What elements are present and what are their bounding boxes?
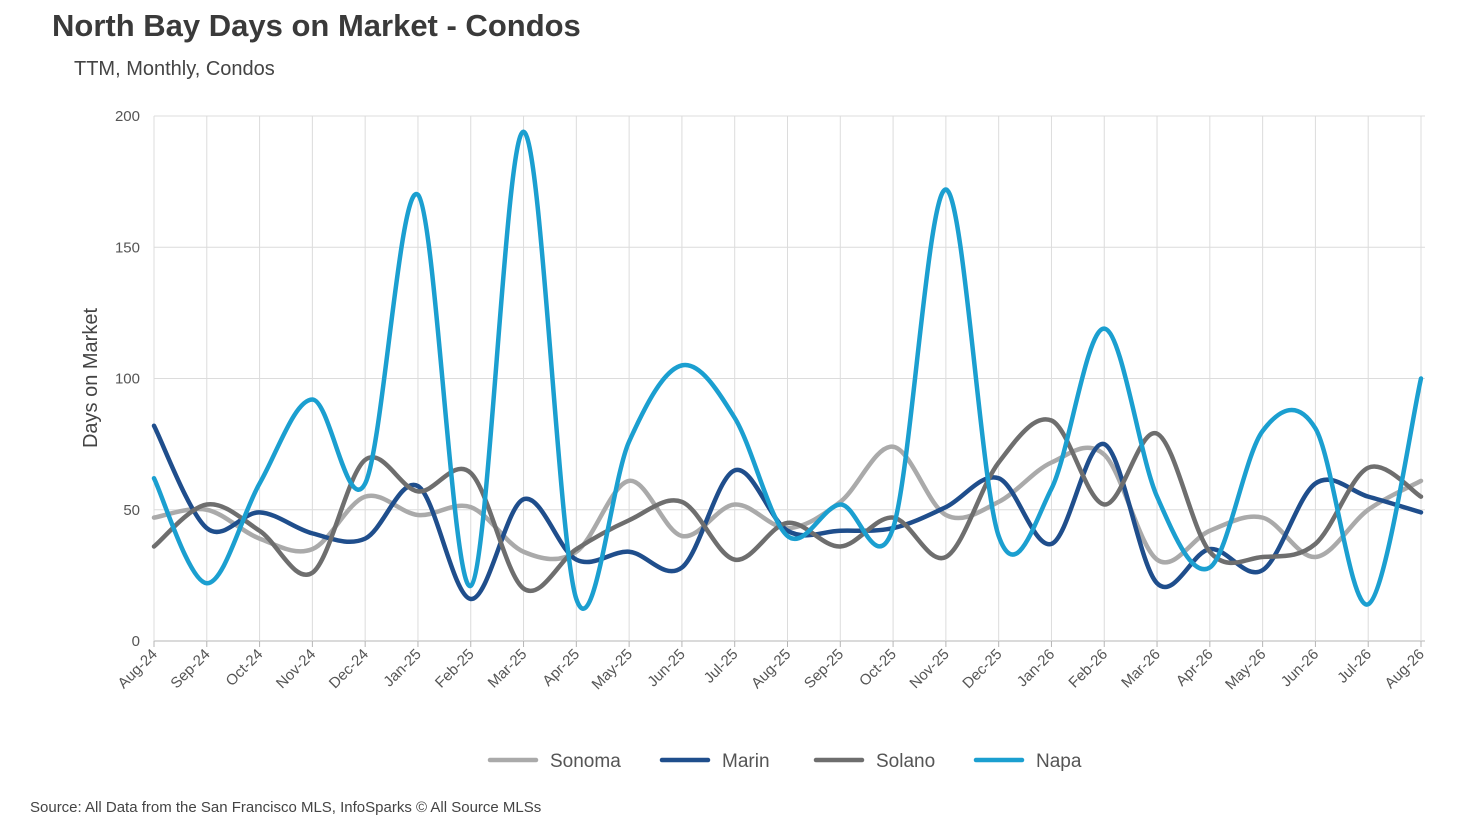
y-axis-label: Days on Market	[80, 308, 102, 448]
x-tick-label: Feb-25	[432, 646, 478, 692]
x-tick-label: Jun-26	[1278, 646, 1322, 690]
x-tick-label: Jul-25	[701, 646, 742, 687]
x-tick-label: Nov-25	[906, 646, 952, 692]
legend-label-marin: Marin	[722, 751, 770, 772]
y-tick-label: 100	[115, 371, 140, 388]
source-note: Source: All Data from the San Francisco …	[30, 799, 542, 816]
legend-label-sonoma: Sonoma	[550, 751, 621, 772]
legend: Sonoma Marin Solano Napa	[487, 751, 1082, 772]
y-tick-label: 50	[123, 502, 140, 519]
series-line-solano	[151, 417, 1424, 594]
x-tick-label: Mar-26	[1118, 646, 1164, 692]
grid-lines	[153, 115, 1425, 647]
x-tick-label: Apr-26	[1173, 646, 1217, 690]
x-tick-label: Aug-26	[1382, 646, 1428, 692]
y-tick-label: 200	[115, 108, 140, 125]
legend-label-solano: Solano	[876, 751, 935, 772]
x-tick-label: Dec-25	[959, 646, 1005, 692]
x-tick-label: Mar-25	[485, 646, 531, 692]
x-tick-label: Dec-24	[326, 646, 372, 692]
x-tick-label: Nov-24	[273, 646, 319, 692]
x-tick-label: May-25	[589, 646, 636, 693]
x-tick-label: May-26	[1222, 646, 1269, 693]
series-lines	[151, 129, 1424, 611]
chart-subtitle: TTM, Monthly, Condos	[74, 58, 275, 80]
x-tick-label: Oct-24	[223, 646, 267, 690]
x-tick-label: Sep-25	[801, 646, 847, 692]
series-line-napa	[151, 129, 1424, 611]
y-tick-label: 150	[115, 239, 140, 256]
series-line-marin	[151, 423, 1424, 602]
y-axis-ticks: 0 50 100 150 200	[115, 108, 140, 650]
x-axis-ticks: Aug-24 Sep-24 Oct-24 Nov-24 Dec-24 Jan-25 Feb-…	[115, 646, 1428, 693]
legend-label-napa: Napa	[1036, 751, 1082, 772]
x-tick-label: Apr-25	[539, 646, 583, 690]
x-tick-label: Aug-25	[748, 646, 794, 692]
x-tick-label: Jul-26	[1334, 646, 1375, 687]
x-tick-label: Aug-24	[115, 646, 161, 692]
series-line-sonoma	[151, 444, 1424, 565]
x-tick-label: Oct-25	[856, 646, 900, 690]
y-tick-label: 0	[132, 633, 140, 650]
chart-title: North Bay Days on Market - Condos	[52, 8, 581, 43]
x-tick-label: Jan-25	[380, 646, 424, 690]
x-tick-label: Jun-25	[644, 646, 688, 690]
x-tick-label: Sep-24	[167, 646, 213, 692]
x-tick-label: Jan-26	[1014, 646, 1058, 690]
x-tick-label: Feb-26	[1065, 646, 1111, 692]
